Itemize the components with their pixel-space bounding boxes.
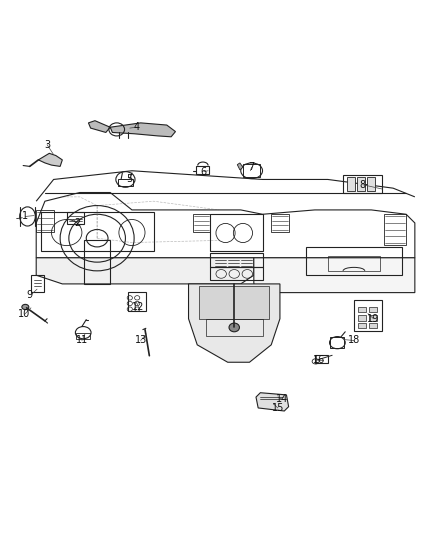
Text: 4: 4	[133, 122, 139, 132]
Bar	[210, 253, 262, 266]
Bar	[41, 212, 154, 251]
Bar	[118, 180, 133, 186]
Bar	[358, 322, 366, 328]
Bar	[347, 177, 355, 191]
Text: 2: 2	[74, 218, 81, 228]
Polygon shape	[256, 393, 289, 411]
Polygon shape	[39, 154, 62, 166]
Text: 11: 11	[76, 335, 88, 345]
Text: 5: 5	[127, 174, 133, 184]
Bar	[243, 164, 260, 177]
Text: 10: 10	[18, 309, 31, 319]
Bar	[84, 240, 110, 284]
Text: 7: 7	[248, 162, 255, 172]
Text: 9: 9	[27, 290, 33, 300]
Bar	[357, 177, 365, 191]
Bar	[199, 286, 269, 319]
Bar	[67, 212, 84, 224]
Bar	[358, 306, 366, 312]
Bar	[358, 315, 366, 321]
Polygon shape	[36, 258, 254, 284]
Bar	[369, 322, 377, 328]
Bar	[36, 210, 53, 232]
Text: 16: 16	[313, 355, 325, 365]
Bar	[31, 275, 44, 292]
Text: 15: 15	[272, 403, 284, 413]
Bar	[210, 214, 262, 251]
Bar	[385, 214, 406, 245]
Polygon shape	[254, 258, 415, 293]
Polygon shape	[188, 284, 280, 362]
Text: 3: 3	[44, 140, 50, 150]
Bar	[354, 301, 382, 331]
Bar	[328, 256, 380, 271]
Text: 13: 13	[134, 335, 147, 345]
Bar	[193, 214, 210, 232]
Text: 1: 1	[22, 212, 28, 221]
Bar	[330, 337, 344, 349]
Bar	[127, 292, 146, 311]
Bar	[206, 319, 262, 336]
Text: 19: 19	[367, 314, 380, 324]
Bar	[369, 306, 377, 312]
Bar	[315, 356, 328, 363]
Bar	[76, 333, 90, 339]
Text: 8: 8	[360, 180, 366, 190]
Text: 6: 6	[201, 167, 207, 176]
Bar	[210, 268, 262, 280]
Bar	[367, 177, 375, 191]
Bar	[343, 175, 382, 192]
Polygon shape	[88, 120, 110, 133]
Text: 14: 14	[276, 394, 288, 404]
Bar	[369, 315, 377, 321]
Bar	[196, 166, 209, 174]
Polygon shape	[36, 192, 415, 258]
Bar	[271, 214, 289, 232]
Polygon shape	[237, 163, 243, 170]
Bar	[306, 247, 402, 275]
Text: 18: 18	[348, 335, 360, 345]
Ellipse shape	[22, 304, 29, 310]
Ellipse shape	[229, 323, 240, 332]
Polygon shape	[110, 123, 176, 137]
Text: 12: 12	[132, 302, 145, 312]
